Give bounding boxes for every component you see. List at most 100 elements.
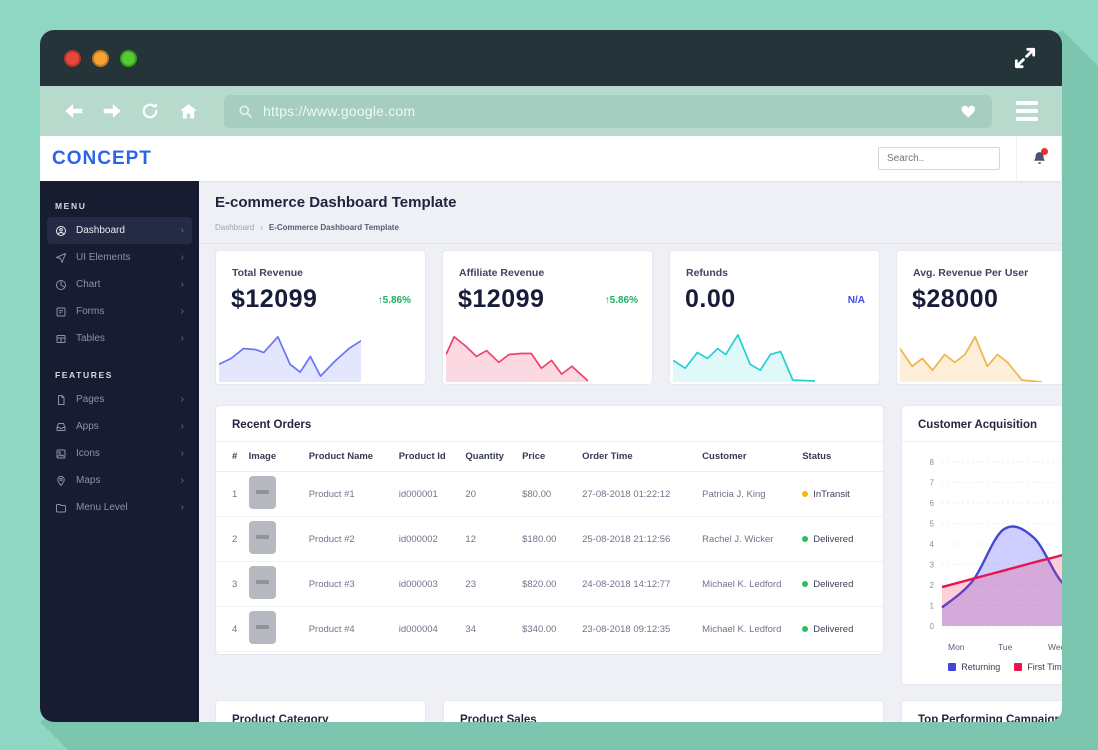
sidebar-item-dashboard[interactable]: Dashboard › bbox=[47, 217, 192, 244]
cell-product-name: Product #4 bbox=[302, 606, 393, 652]
tables-icon bbox=[55, 333, 67, 345]
chevron-right-icon: › bbox=[180, 448, 184, 459]
stat-card-value: $28000 bbox=[912, 285, 999, 313]
sidebar-item-label: Menu Level bbox=[76, 502, 128, 513]
product-image bbox=[248, 566, 276, 599]
cell-image bbox=[242, 471, 303, 517]
forward-icon[interactable] bbox=[100, 99, 124, 123]
cell-status: Delivered bbox=[796, 516, 883, 562]
cell-quantity: 34 bbox=[459, 606, 517, 652]
url-text: https://www.google.com bbox=[263, 103, 416, 119]
menu-hamburger-icon[interactable] bbox=[1014, 99, 1040, 123]
address-bar[interactable]: https://www.google.com bbox=[224, 94, 992, 128]
product-sales-title: Product Sales bbox=[460, 714, 537, 722]
notification-badge bbox=[1041, 148, 1048, 155]
svg-text:4: 4 bbox=[930, 540, 935, 549]
app-header: CONCEPT bbox=[40, 136, 1062, 181]
customer-acquisition-card: Customer Acquisition 8 7 6 5 4 3 2 1 0 Mon Tue Wed… bbox=[901, 405, 1062, 685]
table-row: 1 Product #1 id000001 20 $80.00 27-08-2018 01… bbox=[216, 471, 883, 517]
svg-text:1: 1 bbox=[930, 602, 935, 611]
status-dot bbox=[802, 626, 809, 632]
stat-card-title: Refunds bbox=[686, 267, 728, 279]
notifications-bell-icon[interactable] bbox=[1017, 136, 1061, 181]
sidebar-item-tables[interactable]: Tables › bbox=[47, 325, 192, 352]
column-header-customer: Customer bbox=[696, 441, 797, 472]
cell-price: $180.00 bbox=[516, 516, 577, 562]
sidebar-item-label: Apps bbox=[76, 421, 99, 432]
sidebar-item-apps[interactable]: Apps › bbox=[47, 413, 192, 440]
svg-text:3: 3 bbox=[930, 561, 935, 570]
chevron-right-icon: › bbox=[180, 279, 184, 290]
apps-icon bbox=[55, 421, 67, 433]
cell-order-time: 23-08-2018 09:12:35 bbox=[576, 606, 697, 652]
product-image bbox=[248, 476, 276, 509]
favorite-heart-icon[interactable] bbox=[960, 102, 978, 120]
close-button[interactable] bbox=[64, 49, 81, 67]
legend-swatch bbox=[1014, 663, 1023, 671]
status-badge: Delivered bbox=[802, 579, 877, 590]
stat-card-value: 0.00 bbox=[685, 285, 736, 313]
affiliate-revenue-spark-sparkline bbox=[446, 325, 589, 382]
stat-card-delta: N/A bbox=[847, 295, 865, 306]
cell-image bbox=[242, 516, 303, 562]
refunds-spark-sparkline bbox=[673, 325, 816, 382]
sidebar-item-icons[interactable]: Icons › bbox=[47, 440, 192, 467]
product-sales-card: Product Sales bbox=[443, 700, 884, 722]
stat-cards-row: Total Revenue $12099 ↑5.86% Affiliate Reven… bbox=[215, 250, 1062, 385]
search-input[interactable] bbox=[878, 147, 1000, 170]
chevron-right-icon: › bbox=[260, 223, 263, 232]
column-header-product-name: Product Name bbox=[302, 441, 393, 472]
menu-level-icon bbox=[55, 502, 67, 514]
svg-text:7: 7 bbox=[930, 479, 935, 488]
cell-product-id: id000004 bbox=[392, 606, 460, 652]
svg-text:6: 6 bbox=[930, 499, 935, 508]
cell-status: Delivered bbox=[796, 561, 883, 607]
home-icon[interactable] bbox=[176, 99, 200, 123]
product-image bbox=[248, 611, 276, 644]
sidebar-item-chart[interactable]: Chart › bbox=[47, 271, 192, 298]
cell-image bbox=[242, 561, 303, 607]
stat-card-delta: ↑5.86% bbox=[604, 295, 638, 306]
breadcrumb-parent[interactable]: Dashboard bbox=[215, 223, 255, 232]
svg-text:0: 0 bbox=[930, 622, 935, 631]
cell-price: $820.00 bbox=[516, 561, 577, 607]
forms-icon bbox=[55, 306, 67, 318]
legend-swatch bbox=[948, 663, 957, 671]
brand-logo[interactable]: CONCEPT bbox=[52, 147, 152, 169]
chevron-right-icon: › bbox=[180, 475, 184, 486]
refresh-icon[interactable] bbox=[138, 99, 162, 123]
sidebar-item-label: Icons bbox=[76, 448, 100, 459]
status-label: InTransit bbox=[813, 488, 850, 500]
table-row: 4 Product #4 id000004 34 $340.00 23-08-2018 0… bbox=[216, 606, 883, 652]
search-icon bbox=[238, 104, 253, 119]
minimize-button[interactable] bbox=[92, 49, 109, 67]
sidebar-item-maps[interactable]: Maps › bbox=[47, 467, 192, 494]
main-content: E-commerce Dashboard Template Dashboard … bbox=[199, 181, 1062, 722]
cell-customer: Rachel J. Wicker bbox=[696, 516, 797, 562]
column-header-order-time: Order Time bbox=[576, 441, 697, 472]
sidebar-item-ui-elements[interactable]: UI Elements › bbox=[47, 244, 192, 271]
cell-customer: Michael K. Ledford bbox=[696, 561, 797, 607]
sidebar-item-pages[interactable]: Pages › bbox=[47, 386, 192, 413]
legend-label: Returning bbox=[961, 662, 1001, 672]
sidebar-item-forms[interactable]: Forms › bbox=[47, 298, 192, 325]
divider bbox=[1016, 136, 1017, 181]
cell-num: 4 bbox=[216, 606, 243, 652]
status-dot bbox=[802, 536, 809, 542]
fullscreen-expand-icon[interactable] bbox=[1012, 45, 1038, 71]
cell-order-time: 24-08-2018 14:12:77 bbox=[576, 561, 697, 607]
sidebar-item-menu-level[interactable]: Menu Level › bbox=[47, 494, 192, 521]
recent-orders-table: # Image Product Name Product Id Quantity Pric… bbox=[216, 441, 883, 652]
cell-product-id: id000001 bbox=[392, 471, 460, 517]
cell-price: $340.00 bbox=[516, 606, 577, 652]
app-body: MENU Dashboard › UI Elements › Chart › Forms › T… bbox=[40, 181, 1062, 722]
sidebar-item-label: Pages bbox=[76, 394, 105, 405]
maximize-button[interactable] bbox=[120, 49, 137, 67]
icons-icon bbox=[55, 448, 67, 460]
recent-orders-title: Recent Orders bbox=[232, 419, 312, 431]
sidebar-features-list: Pages › Apps › Icons › Maps › Menu Level › bbox=[40, 386, 199, 521]
customer-acquisition-chart: 8 7 6 5 4 3 2 1 0 bbox=[902, 448, 1062, 644]
dashboard-icon bbox=[55, 225, 67, 237]
pages-icon bbox=[55, 394, 67, 406]
back-icon[interactable] bbox=[62, 99, 86, 123]
